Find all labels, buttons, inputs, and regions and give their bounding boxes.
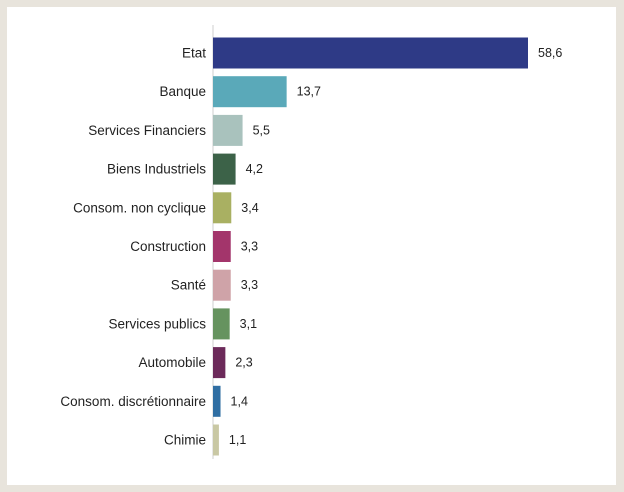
bar-1 [213, 76, 287, 108]
chart-card: Etat 58,6 Banque 13,7 Services Financiers 5,5… [7, 7, 616, 485]
value-label-5: 3,3 [241, 240, 258, 254]
bar-7 [213, 308, 230, 340]
bar-8 [213, 347, 226, 379]
value-label-3: 4,2 [246, 162, 263, 176]
bar-0 [213, 37, 528, 69]
category-label-7: Services publics [108, 316, 206, 331]
category-label-1: Banque [159, 84, 206, 99]
bar-9 [213, 385, 221, 417]
bar-4 [213, 192, 232, 224]
value-label-6: 3,3 [241, 278, 258, 292]
category-label-10: Chimie [164, 433, 206, 448]
category-label-0: Etat [182, 46, 206, 61]
category-label-5: Construction [130, 239, 206, 254]
value-label-9: 1,4 [231, 394, 248, 408]
category-label-2: Services Financiers [88, 123, 206, 138]
value-label-0: 58,6 [538, 46, 562, 60]
category-label-4: Consom. non cyclique [73, 200, 206, 215]
category-label-9: Consom. discrétionnaire [60, 394, 206, 409]
value-label-10: 1,1 [229, 433, 246, 447]
bar-2 [213, 114, 243, 146]
bar-3 [213, 153, 236, 185]
value-label-1: 13,7 [297, 85, 321, 99]
bar-6 [213, 269, 231, 301]
value-label-7: 3,1 [240, 317, 257, 331]
bar-5 [213, 231, 231, 262]
value-label-2: 5,5 [253, 123, 270, 137]
value-label-4: 3,4 [241, 201, 258, 215]
category-label-8: Automobile [138, 355, 206, 370]
value-label-8: 2,3 [235, 356, 252, 370]
category-label-3: Biens Industriels [107, 162, 206, 177]
bar-10 [213, 424, 219, 456]
bar-chart: Etat 58,6 Banque 13,7 Services Financiers 5,5… [60, 25, 562, 459]
category-label-6: Santé [171, 278, 206, 293]
